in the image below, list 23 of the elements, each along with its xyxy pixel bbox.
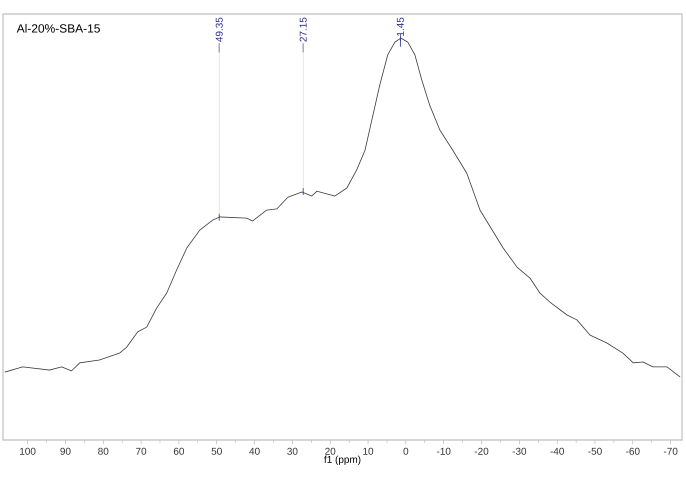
x-tick-label: 90	[60, 448, 71, 455]
x-tick-label: 40	[249, 448, 260, 455]
x-tick-label: -70	[664, 448, 678, 455]
x-tick-label: 0	[403, 448, 408, 455]
x-tick-label: 50	[212, 448, 222, 455]
x-tick-label: 80	[98, 448, 108, 455]
annotation: 1.45	[396, 18, 404, 36]
x-tick-label: -60	[626, 448, 640, 455]
x-tick-label: 60	[174, 448, 184, 455]
x-tick-label: 30	[287, 448, 298, 455]
x-tick-label: -30	[512, 448, 526, 455]
x-tick-label: -50	[588, 448, 602, 455]
x-tick-label: -40	[550, 448, 564, 455]
annotation: 49.35	[216, 18, 223, 42]
x-tick-label: -20	[474, 448, 488, 455]
x-tick-label: 20	[325, 448, 336, 455]
x-tick-label: -10	[436, 448, 450, 455]
chart-title: Al-20%-SBA-15	[16, 24, 100, 33]
annotation: 27.15	[300, 18, 307, 42]
x-tick-label: 100	[20, 448, 36, 455]
x-tick-label: 10	[363, 448, 374, 455]
x-axis-title: f1 (ppm)	[324, 456, 360, 465]
x-tick-label: 70	[136, 448, 146, 455]
